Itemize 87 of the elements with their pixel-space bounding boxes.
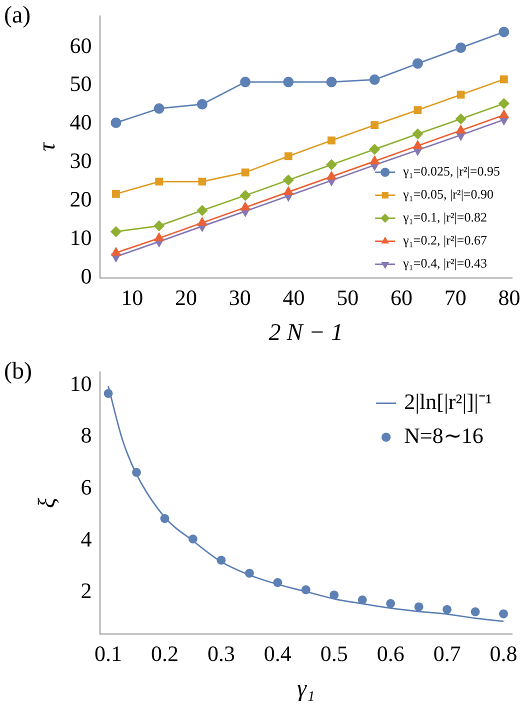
x-axis-title: γ₁ <box>296 676 315 702</box>
point <box>414 602 424 612</box>
x-tick-label: 30 <box>228 284 251 310</box>
x-tick-label: 50 <box>336 284 359 310</box>
x-tick-label: 70 <box>444 284 466 310</box>
point <box>326 76 337 88</box>
text: (a) <box>4 2 31 28</box>
point <box>155 178 164 186</box>
point <box>412 128 423 140</box>
point <box>154 103 164 114</box>
x-tick-label: 20 <box>175 284 198 310</box>
y-axis-title: ξ <box>34 497 61 508</box>
x-tick-label: 60 <box>390 284 413 310</box>
x-tick-label: 0.2 <box>150 640 178 666</box>
legend-label: N=8∼16 <box>404 422 484 448</box>
point <box>240 190 251 201</box>
point <box>198 218 207 226</box>
x-tick-label: 80 <box>498 284 520 310</box>
point <box>110 226 122 237</box>
point <box>456 42 466 53</box>
legend-label: γ₁=0.05, |r²|=0.90 <box>402 186 494 202</box>
x-axis-title: 2 N − 1 <box>268 320 343 346</box>
point <box>196 99 208 110</box>
y-tick-label: 50 <box>70 71 92 96</box>
point <box>470 607 480 616</box>
point <box>456 114 466 124</box>
y-tick-label: 6 <box>80 474 92 500</box>
point <box>112 190 120 198</box>
point <box>370 121 379 130</box>
x-tick-label: 0.8 <box>490 640 518 666</box>
point <box>328 136 336 144</box>
point <box>154 232 164 242</box>
x-tick-label: 10 <box>121 284 144 310</box>
legend-label: γ₁=0.2, |r²|=0.67 <box>402 232 488 248</box>
point <box>414 106 422 114</box>
point <box>369 144 380 155</box>
point <box>369 74 380 85</box>
y-tick-label: 8 <box>80 422 92 448</box>
x-tick-label: 40 <box>282 284 305 310</box>
point <box>284 186 294 196</box>
line-series <box>108 385 504 622</box>
point <box>283 76 294 88</box>
y-tick-label: 20 <box>70 186 92 212</box>
point <box>456 125 466 134</box>
legend-label: γ₁=0.1, |r²|=0.82 <box>402 210 488 225</box>
point <box>499 609 508 618</box>
point <box>240 202 250 210</box>
legend-label: 2|ln[|r²|]|⁻¹ <box>404 388 492 414</box>
point <box>240 76 251 88</box>
x-tick-label: 0.3 <box>207 640 235 666</box>
x-tick-label: 0.4 <box>264 640 292 666</box>
point <box>154 220 164 232</box>
point <box>386 598 396 608</box>
y-tick-label: 40 <box>70 110 92 135</box>
y-tick-label: 4 <box>80 526 92 552</box>
point <box>456 90 465 99</box>
point <box>326 171 336 180</box>
y-tick-label: 10 <box>70 225 92 250</box>
point <box>412 58 423 69</box>
y-tick-label: 2 <box>80 578 92 604</box>
y-tick-label: 30 <box>70 148 92 174</box>
legend-label: γ₁=0.025, |r²|=0.95 <box>402 164 500 179</box>
y-tick-label: 10 <box>70 370 92 396</box>
legend-label: γ₁=0.4, |r²|=0.43 <box>402 256 488 271</box>
point <box>284 152 292 160</box>
x-tick-label: 0.6 <box>376 640 404 666</box>
y-tick-label: 0 <box>80 264 92 289</box>
point <box>283 174 294 186</box>
point <box>110 118 122 128</box>
point <box>198 178 206 186</box>
point <box>413 140 422 149</box>
x-tick-label: 0.5 <box>320 640 348 666</box>
x-tick-label: 0.7 <box>433 640 461 666</box>
y-axis-title: τ <box>34 141 61 152</box>
point <box>241 168 250 176</box>
point <box>370 156 380 164</box>
point <box>326 159 337 170</box>
point <box>111 248 121 256</box>
x-tick-label: 0.1 <box>94 640 122 666</box>
point <box>196 205 208 216</box>
point <box>500 75 508 84</box>
y-tick-label: 60 <box>70 32 92 58</box>
point <box>498 26 510 38</box>
point <box>499 110 509 118</box>
point <box>498 98 510 109</box>
point <box>442 604 452 614</box>
text: (b) <box>4 358 32 384</box>
